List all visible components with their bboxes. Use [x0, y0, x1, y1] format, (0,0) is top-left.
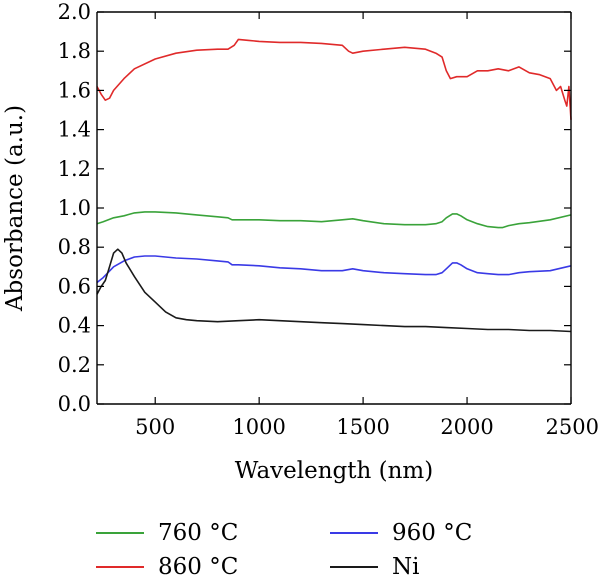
x-tick-label: 2500	[546, 415, 599, 439]
x-axis-title: Wavelength (nm)	[235, 458, 433, 484]
legend: 760 °C 960 °C 860 °C Ni	[96, 520, 472, 580]
legend-label: 760 °C	[158, 520, 238, 546]
y-tick-label: 1.2	[58, 157, 91, 181]
y-tick-label: 0.8	[58, 235, 91, 259]
series-line-1	[96, 38, 572, 120]
series-line-0	[96, 211, 572, 229]
y-tick-label: 1.6	[58, 78, 91, 102]
y-tick-label: 1.0	[58, 196, 91, 220]
y-tick-label: 0.4	[58, 314, 91, 338]
y-tick-label: 0.6	[58, 274, 91, 298]
y-tick-label: 2.0	[58, 0, 91, 24]
series-line-2	[96, 255, 572, 284]
x-tick-label: 2000	[440, 415, 493, 439]
y-ticks: 0.0 0.2 0.4 0.6 0.8 1.0 1.2 1.4 1.6 1.8 2.0	[58, 0, 571, 416]
x-ticks: 500 1000 1500 2000 2500	[135, 12, 599, 439]
x-tick-label: 1000	[232, 415, 285, 439]
y-tick-label: 0.2	[58, 353, 91, 377]
x-tick-label: 500	[135, 415, 175, 439]
legend-label: 960 °C	[392, 520, 472, 546]
x-tick-label: 1500	[336, 415, 389, 439]
y-tick-label: 0.0	[58, 392, 91, 416]
y-tick-label: 1.8	[58, 39, 91, 63]
y-axis-title: Absorbance (a.u.)	[2, 105, 28, 312]
legend-label: Ni	[392, 554, 419, 580]
plot-lines	[96, 38, 572, 333]
legend-label: 860 °C	[158, 554, 238, 580]
y-tick-label: 1.4	[58, 118, 91, 142]
series-line-3	[96, 248, 572, 333]
